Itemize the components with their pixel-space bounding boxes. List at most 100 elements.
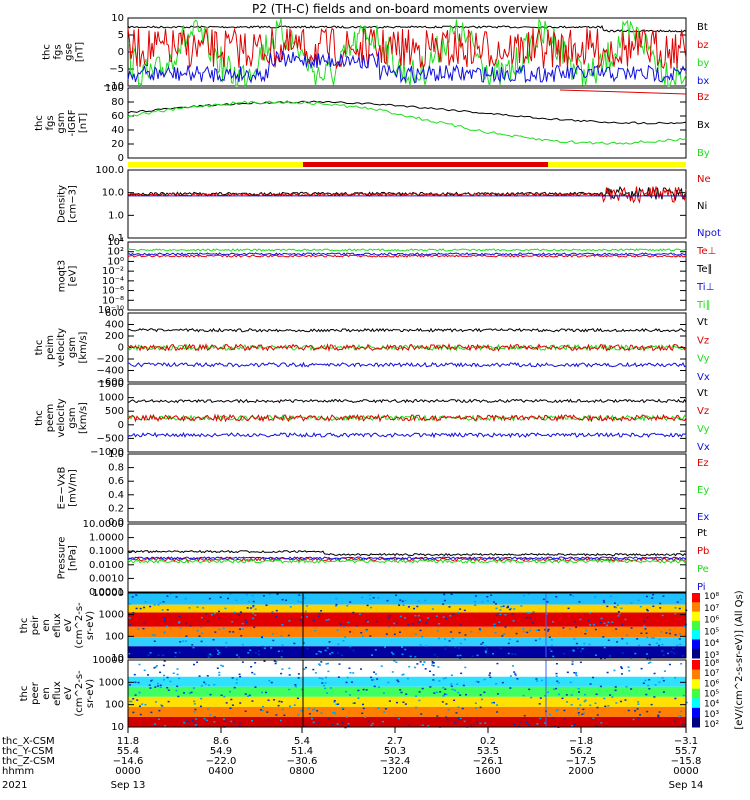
spectrum-pixel <box>163 674 166 677</box>
spectrum-pixel <box>547 628 550 631</box>
spectrum-pixel <box>220 694 223 697</box>
spectrum-pixel <box>538 638 541 640</box>
spectrum-pixel <box>154 723 157 725</box>
spectrum-pixel <box>185 635 188 637</box>
spectrum-pixel <box>178 651 181 654</box>
spectrum-pixel <box>432 679 435 681</box>
spectrum-pixel <box>582 712 585 715</box>
spectrum-pixel <box>555 687 558 690</box>
spectrum-pixel <box>522 627 525 630</box>
footer-year: 2021 <box>2 780 27 791</box>
spectrum-pixel <box>313 708 316 710</box>
spectrum-pixel <box>274 662 277 665</box>
spectrum-pixel <box>316 710 319 712</box>
spectrum-pixel <box>637 717 640 719</box>
spectrum-pixel <box>324 649 327 652</box>
spectrum-pixel <box>288 620 291 622</box>
spectrum-pixel <box>589 612 592 614</box>
spectrum-pixel <box>244 710 247 712</box>
spectrum-pixel <box>417 600 420 602</box>
spectrum-pixel <box>213 721 216 723</box>
y-axis-label: (cm^2-s- <box>74 602 85 649</box>
spectrum-pixel <box>238 722 241 725</box>
spectrum-pixel <box>198 635 201 637</box>
spectrum-pixel <box>342 639 345 642</box>
spectrum-pixel <box>238 725 241 727</box>
spectrum-pixel <box>346 725 349 728</box>
spectrum-pixel <box>398 604 401 606</box>
y-tick-label: 10⁻⁴ <box>102 276 124 287</box>
spectrum-pixel <box>270 681 273 684</box>
spectrum-pixel <box>657 715 660 718</box>
spectrum-pixel <box>444 645 447 648</box>
spectrum-pixel <box>303 724 306 727</box>
y-axis-label: thc <box>34 115 45 131</box>
colorbar-swatch <box>692 630 700 640</box>
spectrum-pixel <box>636 708 639 710</box>
spectrum-pixel <box>433 692 436 694</box>
spectrum-pixel <box>225 646 228 648</box>
y-tick-label: 20 <box>111 139 124 150</box>
legend-Vt: Vt <box>697 388 708 399</box>
spectrum-pixel <box>276 593 279 595</box>
spectrum-pixel <box>676 644 679 647</box>
spectrum-pixel <box>613 606 616 608</box>
spectrum-pixel <box>414 614 417 617</box>
spectrum-pixel <box>388 626 391 629</box>
spectrum-pixel <box>511 653 514 655</box>
spectrum-pixel <box>178 677 181 680</box>
spectrum-pixel <box>333 700 336 702</box>
spectrum-pixel <box>535 678 538 680</box>
spectrum-pixel <box>178 622 181 624</box>
series-Vt <box>127 327 687 333</box>
spectrum-pixel <box>353 702 356 704</box>
spectrum-pixel <box>285 599 288 602</box>
spectrum-pixel <box>225 642 228 644</box>
spectrum-pixel <box>514 653 517 656</box>
spectrum-pixel <box>373 671 376 673</box>
spectrum-pixel <box>205 719 208 722</box>
spectrum-pixel <box>528 688 531 691</box>
spectrum-pixel <box>252 646 255 648</box>
spectrum-pixel <box>192 663 195 666</box>
spectrum-pixel <box>224 607 227 610</box>
colorbar-swatch <box>692 593 700 603</box>
spectrum-pixel <box>267 699 270 702</box>
spectrum-pixel <box>486 595 489 598</box>
spectrum-pixel <box>454 689 457 692</box>
spectrum-pixel <box>294 684 297 686</box>
footer-value: 54.9 <box>210 746 232 757</box>
y-axis-label: [eV] <box>68 266 79 287</box>
spectrum-pixel <box>233 611 236 614</box>
spectrum-pixel <box>399 689 402 691</box>
spectrum-pixel <box>607 621 610 624</box>
colorbar-tick: 10⁶ <box>704 616 719 626</box>
spectrum-pixel <box>359 668 362 670</box>
spectrum-pixel <box>574 671 577 674</box>
spectrum-pixel <box>442 677 445 680</box>
spectrum-pixel <box>523 594 526 597</box>
spectrum-pixel <box>247 651 250 654</box>
legend-Vx: Vx <box>697 442 710 453</box>
spectrum-pixel <box>327 718 330 720</box>
spectrum-pixel <box>128 653 131 655</box>
spectrum-pixel <box>365 629 368 631</box>
panel-frame <box>127 241 687 311</box>
footer-date-end: Sep 14 <box>669 780 704 791</box>
spectrum-pixel <box>287 634 290 637</box>
spectrum-pixel <box>162 679 165 681</box>
spectrum-pixel <box>182 640 185 642</box>
spectrum-pixel <box>492 652 495 655</box>
spectrum-pixel <box>178 615 181 618</box>
spectrum-pixel <box>383 711 386 713</box>
spectrum-pixel <box>218 674 221 676</box>
y-axis-label: fgs <box>45 115 56 130</box>
spectrum-pixel <box>372 596 375 599</box>
spectrum-pixel <box>144 601 147 603</box>
spectrum-pixel <box>608 654 611 657</box>
spectrum-pixel <box>599 685 602 688</box>
spectrum-pixel <box>372 678 375 681</box>
spectrum-pixel <box>321 682 324 684</box>
legend-Vt: Vt <box>697 317 708 328</box>
